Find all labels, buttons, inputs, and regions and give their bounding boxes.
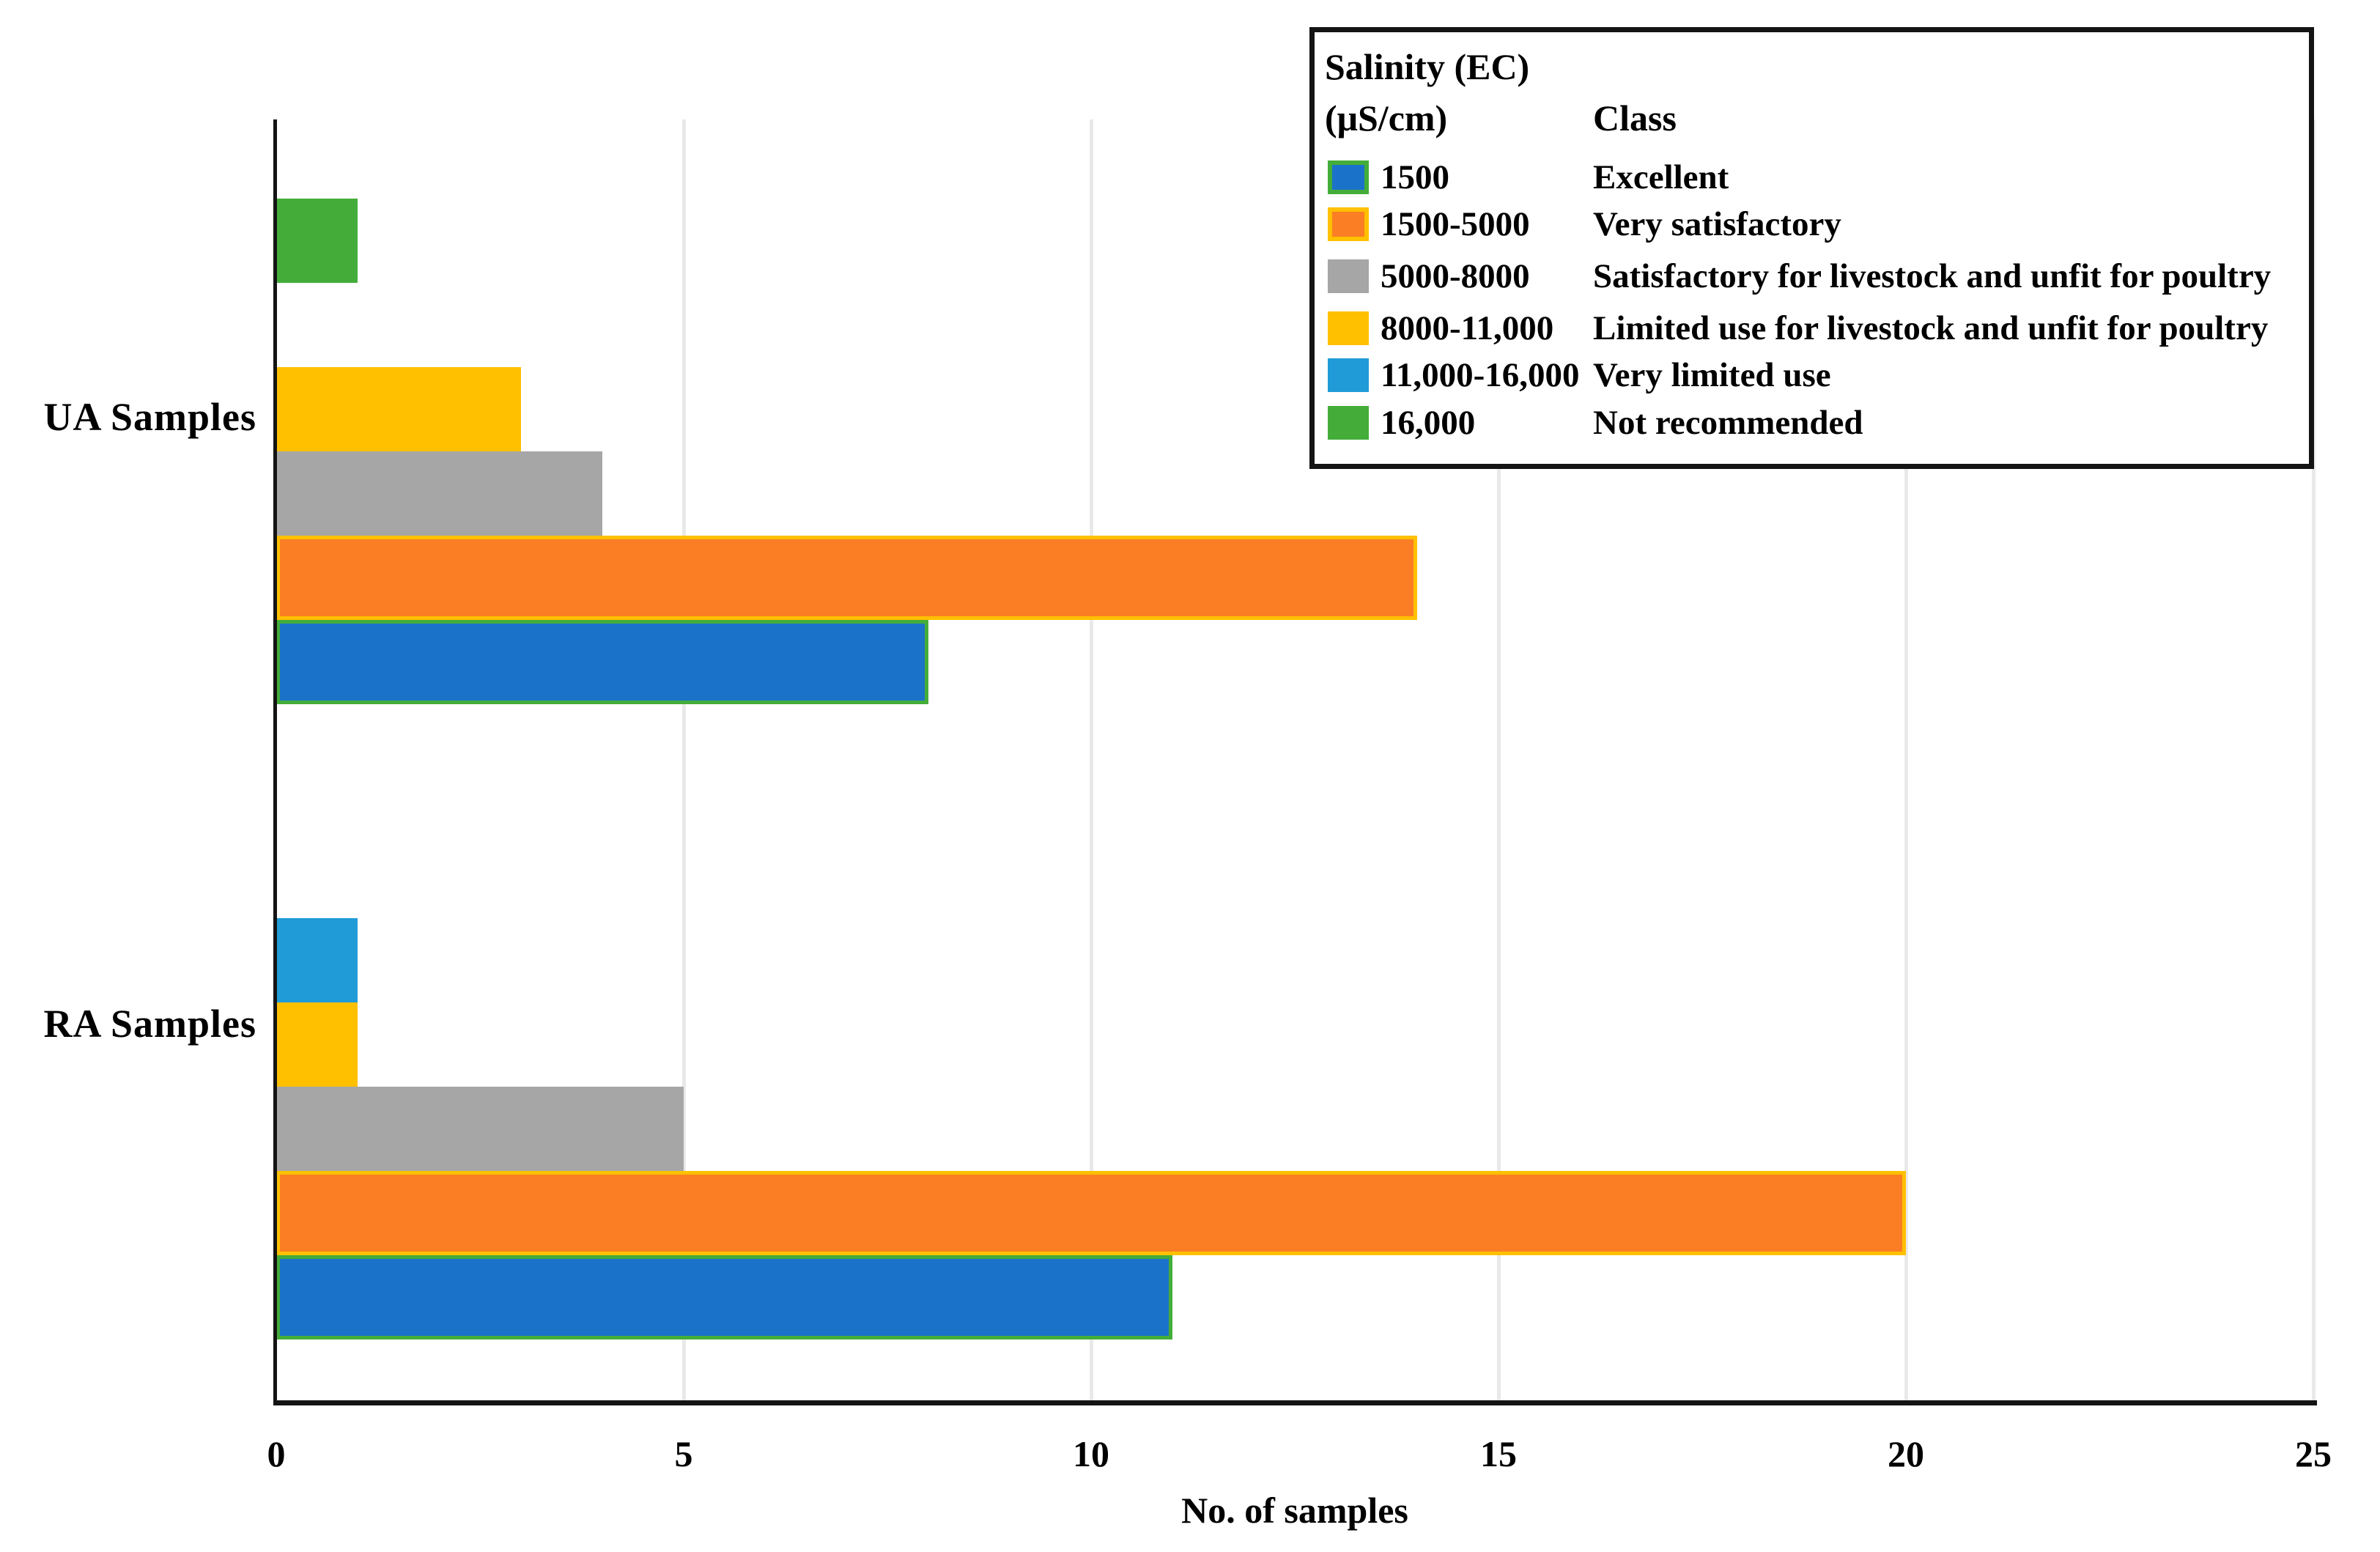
legend-swatch-1500 [1328,160,1369,194]
x-axis-line [273,1400,2317,1405]
legend-title-line1: Salinity (EC) [1325,46,1530,87]
x-tick-label-0: 0 [267,1433,286,1474]
legend-title-line2: (μS/cm) [1325,97,1448,138]
legend-range-11-000-16-000: 11,000-16,000 [1381,356,1580,394]
legend-class-11-000-16-000: Very limited use [1593,356,1831,394]
bar-ra-samples-11-000-16-000 [276,918,358,1002]
legend-class-1500: Excellent [1593,158,1729,196]
category-label-ua-samples: UA Samples [43,395,256,439]
bar-ra-samples-1500 [276,1255,1173,1339]
x-tick-label-25: 25 [2295,1433,2332,1474]
legend-range-8000-11-000: 8000-11,000 [1381,309,1554,347]
legend-range-1500: 1500 [1381,158,1449,196]
bar-ua-samples-16-000 [276,199,358,283]
legend-range-1500-5000: 1500-5000 [1381,205,1530,243]
bar-ra-samples-8000-11-000 [276,1002,358,1087]
gridline-10 [1090,119,1093,1403]
legend-swatch-1500-5000 [1328,207,1369,241]
legend-class-header: Class [1593,97,1677,138]
bar-ua-samples-8000-11-000 [276,367,521,451]
x-axis-title: No. of samples [1181,1490,1408,1531]
legend-swatch-8000-11-000 [1328,311,1369,345]
legend-box: Salinity (EC) (μS/cm) Class 1500 Excellen… [1309,27,2314,469]
legend-class-16-000: Not recommended [1593,404,1863,442]
y-axis-line [273,119,277,1405]
gridline-15 [1497,119,1501,1403]
legend-class-5000-8000: Satisfactory for livestock and unfit for… [1593,257,2272,295]
legend-class-8000-11-000: Limited use for livestock and unfit for … [1593,309,2269,347]
bar-ra-samples-1500-5000 [276,1171,1906,1255]
legend-swatch-5000-8000 [1328,259,1369,293]
x-tick-label-5: 5 [674,1433,693,1474]
bar-ua-samples-1500-5000 [276,536,1417,620]
bar-ra-samples-5000-8000 [276,1087,684,1171]
gridline-5 [682,119,686,1403]
legend-swatch-16-000 [1328,406,1369,440]
bar-ua-samples-1500 [276,620,928,704]
category-label-ra-samples: RA Samples [43,1002,256,1046]
x-tick-label-15: 15 [1480,1433,1517,1474]
legend-range-16-000: 16,000 [1381,404,1476,442]
bar-ua-samples-5000-8000 [276,451,602,536]
x-tick-label-10: 10 [1073,1433,1109,1474]
legend-swatch-11-000-16-000 [1328,358,1369,392]
legend-class-1500-5000: Very satisfactory [1593,205,1841,243]
gridline-20 [1904,119,1908,1403]
legend-range-5000-8000: 5000-8000 [1381,257,1530,295]
gridline-25 [2312,119,2316,1403]
x-tick-label-20: 20 [1888,1433,1924,1474]
